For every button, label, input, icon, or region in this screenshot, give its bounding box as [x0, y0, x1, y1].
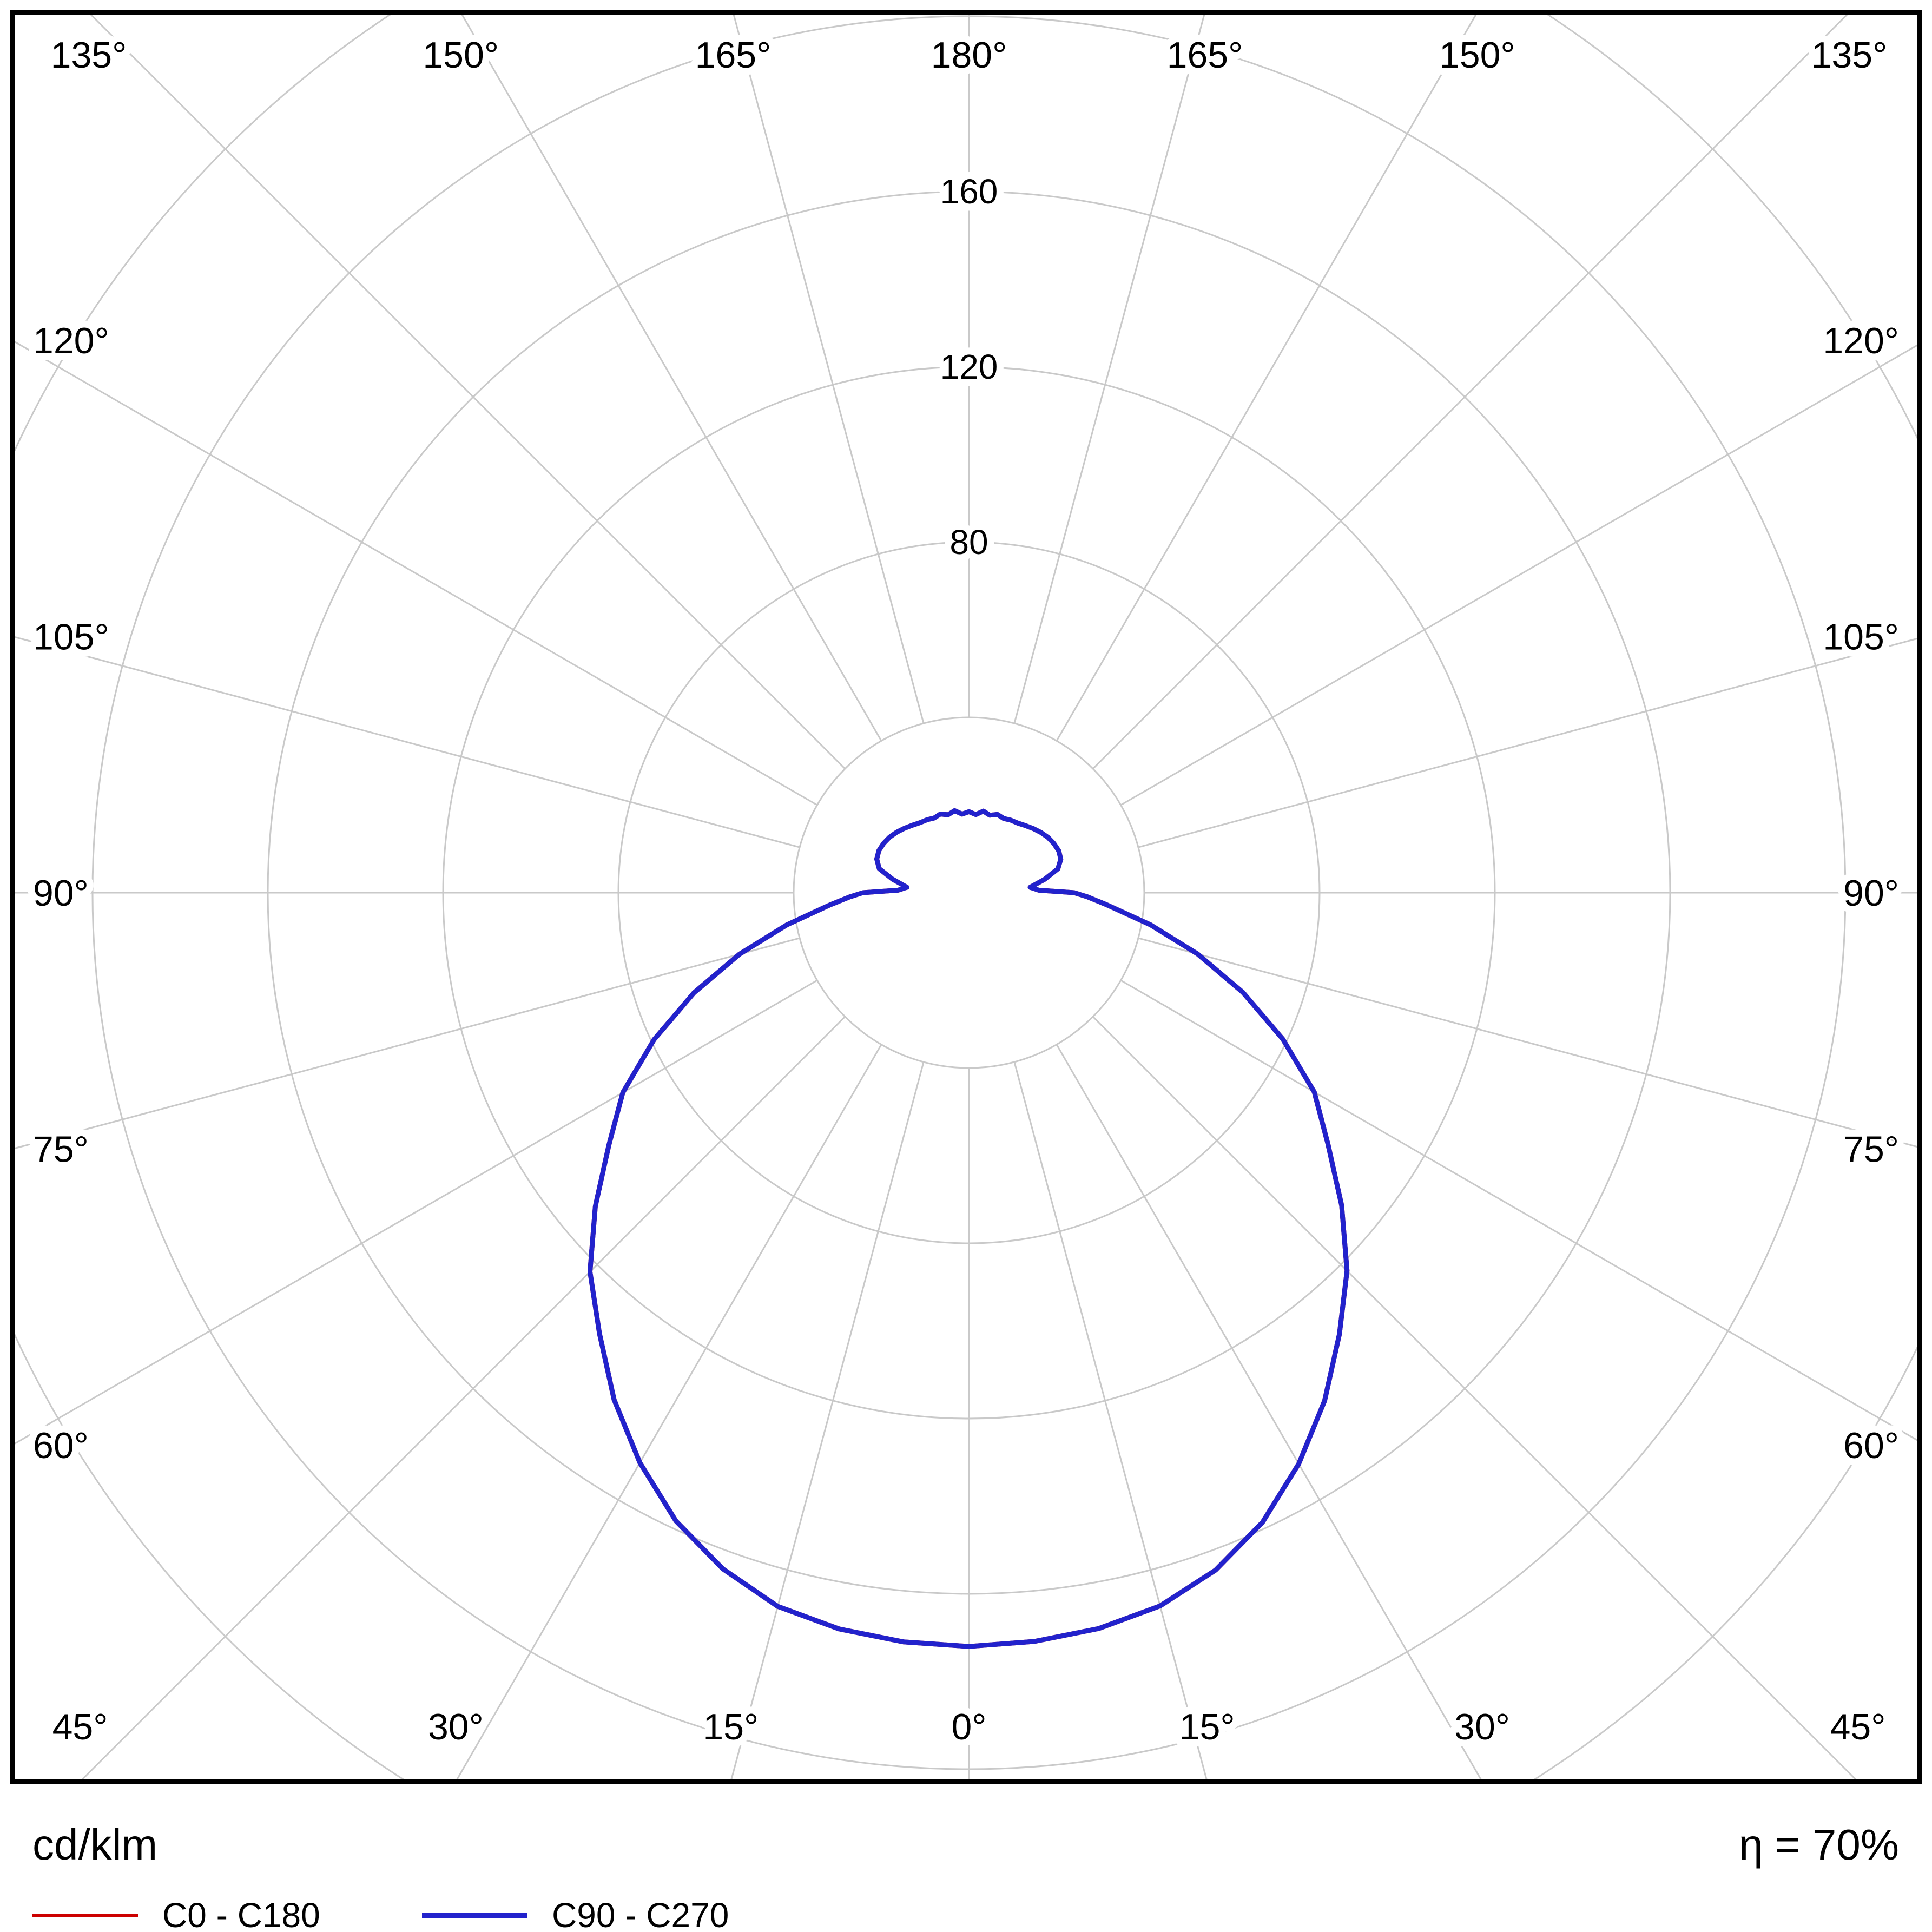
angle-label-150-left: 150° [423, 35, 499, 76]
angle-label-15-left: 15° [703, 1706, 759, 1748]
angle-label-120-left: 120° [33, 320, 109, 361]
angle-label-180-right: 180° [931, 35, 1007, 76]
angle-label-135-left: 135° [51, 35, 127, 76]
grid-ray-150 [1056, 12, 1479, 742]
grid-ray-345 [730, 1061, 925, 1782]
angle-label-90-left: 90° [33, 873, 89, 914]
angle-label-135-right: 135° [1811, 35, 1888, 76]
grid-ray-225 [87, 12, 846, 769]
grid-ray-105 [1138, 637, 1920, 848]
angle-label-165-left: 165° [695, 35, 772, 76]
grid-ray-330 [454, 1044, 882, 1782]
radial-tick-label-80: 80 [949, 523, 988, 562]
legend-label-c0-c180: C0 - C180 [162, 1896, 320, 1932]
angle-label-165-right: 165° [1167, 35, 1243, 76]
legend: C0 - C180 C90 - C270 [32, 1896, 729, 1932]
grid-ray-300 [12, 979, 818, 1446]
grid-ray-120 [1120, 342, 1920, 806]
angle-label-90-right: 90° [1843, 873, 1899, 914]
grid-ray-60 [1120, 979, 1920, 1443]
angle-label-45-left: 45° [52, 1706, 108, 1748]
angle-label-75-right: 75° [1843, 1129, 1899, 1170]
angle-label-75-left: 75° [33, 1129, 89, 1170]
grid-ray-75 [1138, 937, 1920, 1149]
radial-tick-label-160: 160 [940, 172, 998, 211]
grid-ray-255 [12, 635, 800, 848]
grid-ray-315 [78, 1016, 846, 1782]
grid-ray-240 [12, 339, 818, 806]
grid-ray-210 [459, 12, 882, 742]
angle-label-120-right: 120° [1823, 320, 1899, 361]
grid-ray-135 [1092, 12, 1851, 769]
angle-label-45-right: 45° [1830, 1706, 1886, 1748]
grid-ray-165 [1013, 12, 1206, 724]
radial-tick-label-120: 120 [940, 347, 998, 386]
grid-ray-195 [732, 12, 925, 724]
grid-ray-30 [1056, 1044, 1483, 1782]
grid-ray-15 [1013, 1061, 1208, 1782]
angle-label-150-right: 150° [1439, 35, 1515, 76]
legend-label-c90-c270: C90 - C270 [552, 1896, 729, 1932]
angle-label-105-right: 105° [1823, 616, 1899, 657]
curve-c90-c270 [588, 808, 1350, 1649]
angle-label-30-right: 30° [1454, 1706, 1510, 1748]
angle-label-60-right: 60° [1843, 1425, 1899, 1466]
angle-label-60-left: 60° [33, 1425, 89, 1466]
angle-label-30-left: 30° [428, 1706, 484, 1748]
angle-label-0-right: 0° [951, 1706, 986, 1748]
plot-frame [10, 10, 1922, 1784]
unit-label: cd/klm [32, 1821, 157, 1869]
axis-labels: 80 120 160 0° 15° 15° 30° 30° 45° 45° 60° 60° 75° 75°… [26, 28, 1906, 1755]
efficiency-label: η = 70% [1739, 1821, 1899, 1869]
grid-ray-45 [1092, 1016, 1860, 1782]
angle-label-105-left: 105° [33, 616, 109, 657]
grid-ray-285 [12, 937, 800, 1150]
angle-label-15-right: 15° [1179, 1706, 1235, 1748]
